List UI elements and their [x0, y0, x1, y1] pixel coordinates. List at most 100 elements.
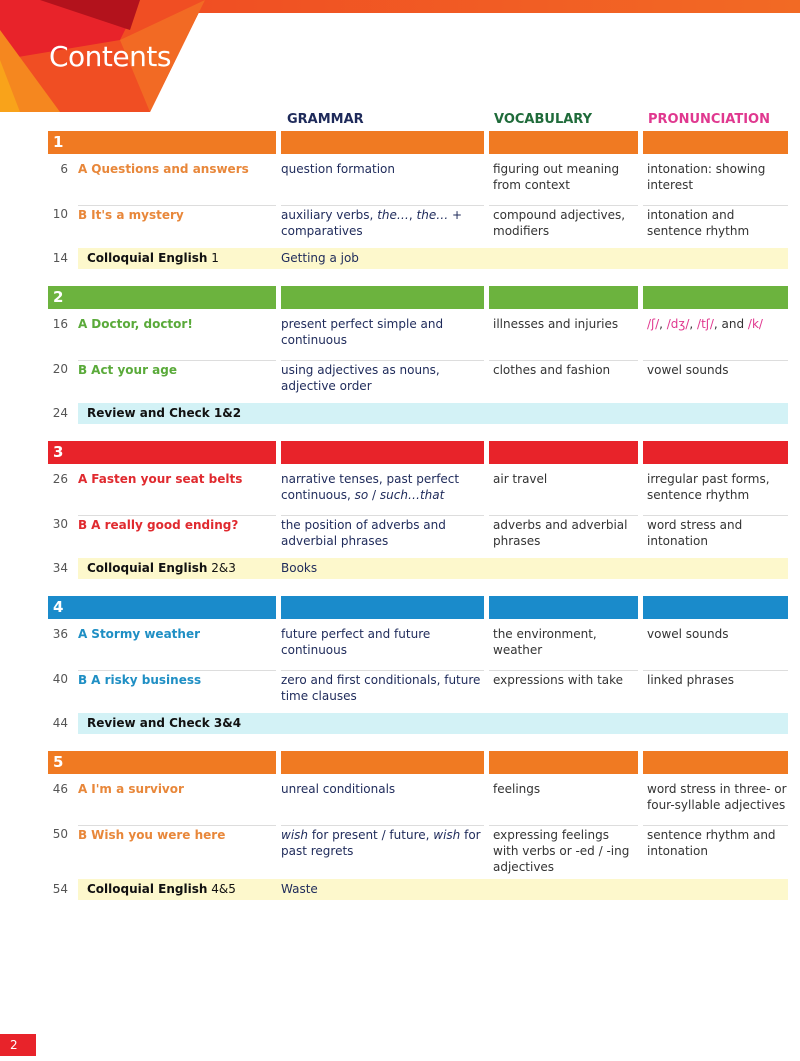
unit-bar-segment	[489, 596, 638, 619]
page-ref: 16	[52, 317, 68, 331]
lesson-row[interactable]: 40 B A risky business zero and first condit…	[48, 670, 788, 715]
text-segment: wish	[433, 828, 461, 842]
text-segment: ,	[659, 317, 667, 331]
grammar-cell: question formation	[281, 160, 484, 205]
vocabulary-cell: expressions with take	[489, 670, 638, 715]
text-segment: using adjectives as nouns, adjective ord…	[281, 363, 440, 393]
band-fill: Colloquial English 4&5 Waste	[78, 879, 788, 900]
text-segment: irregular past forms, sentence rhythm	[647, 472, 770, 502]
pronunciation-cell: /ʃ/, /dʒ/, /tʃ/, and /k/	[643, 315, 788, 360]
band-label-suffix: 2&3	[207, 561, 236, 575]
unit-bar-segment	[489, 286, 638, 309]
unit-header-bar: 4	[48, 596, 788, 619]
text-segment: , and	[713, 317, 748, 331]
vocabulary-cell: illnesses and injuries	[493, 317, 619, 331]
page-ref: 6	[60, 162, 68, 176]
vocabulary-cell: expressing feelings with verbs or -ed / …	[489, 825, 638, 881]
pronunciation-cell: linked phrases	[643, 670, 788, 715]
band-fill: Review and Check 1&2	[78, 403, 788, 424]
text-segment: intonation: showing interest	[647, 162, 766, 192]
review-check-row[interactable]: 44 Review and Check 3&4	[48, 713, 788, 734]
band-topic: Books	[281, 561, 318, 575]
colloquial-english-row[interactable]: 14 Colloquial English 1 Getting a job	[48, 248, 788, 269]
text-segment: wish	[281, 828, 309, 842]
lesson-title-text: Stormy weather	[91, 627, 200, 641]
page-number: 2	[0, 1034, 36, 1056]
grammar-cell: narrative tenses, past perfect continuou…	[281, 470, 484, 515]
grammar-cell: the position of adverbs and adverbial ph…	[281, 515, 484, 560]
unit-number: 1	[48, 131, 276, 154]
text-segment: future perfect and future continuous	[281, 627, 431, 657]
lesson-row[interactable]: 6 A Questions and answers question formatio…	[48, 160, 788, 205]
grammar-cell: future perfect and future continuous	[281, 625, 484, 670]
band-label: Colloquial English 1	[78, 248, 276, 269]
band-label-text: Review and Check 3&4	[87, 716, 242, 730]
lesson-title[interactable]: A I'm a survivor	[78, 780, 276, 825]
text-segment: narrative tenses, past perfect continuou…	[281, 472, 460, 502]
unit-section: 2 16 A Doctor, doctor! present perfect simpl…	[48, 286, 788, 424]
lesson-title[interactable]: B Act your age	[78, 360, 276, 405]
unit-header-bar: 1	[48, 131, 788, 154]
lesson-row[interactable]: 36 A Stormy weather future perfect and futu…	[48, 625, 788, 670]
grammar-cell: zero and first conditionals, future time…	[281, 670, 484, 715]
text-segment: auxiliary verbs,	[281, 208, 378, 222]
lesson-title[interactable]: A Questions and answers	[78, 160, 276, 205]
review-check-row[interactable]: 24 Review and Check 1&2	[48, 403, 788, 424]
band-label-suffix: 4&5	[207, 882, 236, 896]
pronunciation-cell: intonation: showing interest	[643, 160, 788, 205]
vocabulary-cell: feelings	[493, 782, 541, 796]
lesson-row[interactable]: 16 A Doctor, doctor! present perfect simple…	[48, 315, 788, 360]
lesson-title[interactable]: A Doctor, doctor!	[78, 315, 276, 360]
vocabulary-cell: adverbs and adverbial phrases	[489, 515, 638, 560]
text-segment: the position of adverbs and adverbial ph…	[281, 518, 446, 548]
vocabulary-cell: clothes and fashion	[489, 360, 638, 405]
lesson-letter: A	[78, 472, 88, 486]
text-segment: zero and first conditionals, future time…	[281, 673, 481, 703]
lesson-letter: A	[78, 162, 88, 176]
unit-header-bar: 3	[48, 441, 788, 464]
lesson-title-text: I'm a survivor	[91, 782, 184, 796]
lesson-title[interactable]: B It's a mystery	[78, 205, 276, 250]
unit-header-bar: 2	[48, 286, 788, 309]
text-segment: so	[354, 488, 369, 502]
page-ref: 26	[52, 472, 68, 486]
band-topic: Getting a job	[281, 251, 359, 265]
text-segment: ,	[408, 208, 417, 222]
unit-number: 2	[48, 286, 276, 309]
pronunciation-cell: sentence rhythm and intonation	[643, 825, 788, 881]
contents-table: 1 6 A Questions and answers question formati…	[48, 131, 788, 917]
colloquial-english-row[interactable]: 54 Colloquial English 4&5 Waste	[48, 879, 788, 900]
page-ref: 44	[52, 716, 68, 730]
lesson-row[interactable]: 20 B Act your age using adjectives as nouns…	[48, 360, 788, 405]
band-label: Review and Check 3&4	[78, 713, 276, 734]
colloquial-english-row[interactable]: 34 Colloquial English 2&3 Books	[48, 558, 788, 579]
band-label-text: Colloquial English	[87, 882, 208, 896]
lesson-title-text: Doctor, doctor!	[91, 317, 193, 331]
lesson-row[interactable]: 30 B A really good ending? the position of …	[48, 515, 788, 560]
band-label-text: Colloquial English	[87, 561, 208, 575]
unit-bar-segment	[643, 441, 788, 464]
lesson-title[interactable]: A Fasten your seat belts	[78, 470, 276, 515]
band-fill: Review and Check 3&4	[78, 713, 788, 734]
text-segment: for past regrets	[281, 828, 481, 858]
text-segment: /	[368, 488, 380, 502]
text-segment: the…	[416, 208, 449, 222]
lesson-row[interactable]: 46 A I'm a survivor unreal conditionals feel…	[48, 780, 788, 825]
text-segment: vowel sounds	[647, 363, 729, 377]
text-segment: /dʒ/	[666, 317, 690, 331]
text-segment: unreal conditionals	[281, 782, 396, 796]
lesson-title[interactable]: A Stormy weather	[78, 625, 276, 670]
lesson-row[interactable]: 10 B It's a mystery auxiliary verbs, the…, …	[48, 205, 788, 250]
unit-bar-segment	[281, 286, 484, 309]
lesson-title-text: Fasten your seat belts	[91, 472, 243, 486]
column-header-pronunciation: PRONUNCIATION	[648, 112, 770, 127]
lesson-title[interactable]: B Wish you were here	[78, 825, 276, 881]
column-header-vocabulary: VOCABULARY	[494, 112, 593, 127]
lesson-row[interactable]: 26 A Fasten your seat belts narrative tense…	[48, 470, 788, 515]
lesson-row[interactable]: 50 B Wish you were here wish for present / …	[48, 825, 788, 881]
text-segment: + comparatives	[281, 208, 463, 238]
lesson-title-text: A risky business	[91, 673, 202, 687]
unit-bar-segment	[281, 596, 484, 619]
